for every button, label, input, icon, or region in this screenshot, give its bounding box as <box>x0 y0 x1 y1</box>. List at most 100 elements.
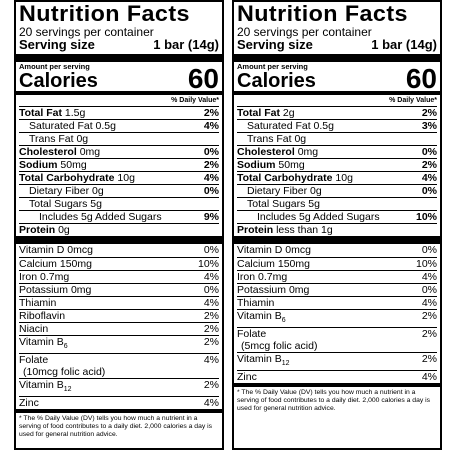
divider-thick <box>234 236 440 244</box>
divider-medium <box>234 91 440 95</box>
nutrient-name: Total Carbohydrate <box>237 172 333 184</box>
vitamin-percent: 2% <box>203 323 219 335</box>
nutrient-percent: 2% <box>203 159 219 171</box>
vitamin-subscript: 12 <box>63 386 72 393</box>
vitamin-percent: 0% <box>203 284 219 296</box>
vitamin-label: Vitamin B <box>19 379 64 391</box>
vitamin-label: Thiamin <box>237 297 275 309</box>
vitamin-row: Thiamin 4% <box>237 296 437 309</box>
nutrient-name: Total Carbohydrate <box>19 172 115 184</box>
nutrient-percent: 10% <box>415 211 437 223</box>
vitamin-percent: 10% <box>197 258 219 270</box>
nutrient-row-saturated-fat: Saturated Fat 0.5g 3% <box>237 119 437 132</box>
nutrient-name: Protein <box>19 224 56 236</box>
nutrient-row-dietary-fiber: Dietary Fiber 0g 0% <box>19 184 219 197</box>
vitamin-label: Iron <box>237 271 256 283</box>
vitamin-label: Potassium <box>19 284 69 296</box>
vitamin-name: Vitamin B6 <box>237 310 286 327</box>
vitamin-percent: 2% <box>421 328 437 340</box>
divider-thick <box>16 236 222 244</box>
vitamin-percent: 2% <box>421 310 437 322</box>
servings-per-container: 20 servings per container <box>237 25 372 39</box>
vitamin-row: Iron 0.7mg 4% <box>19 270 219 283</box>
vitamin-percent: 4% <box>421 371 437 383</box>
nutrient-amount: 10g <box>335 172 353 184</box>
vitamin-percent: 0% <box>421 284 437 296</box>
nutrient-name: Protein <box>237 224 274 236</box>
vitamin-name: Vitamin B12 <box>19 379 72 396</box>
vitamin-row: Zinc 4% <box>19 396 219 409</box>
vitamin-name: Zinc <box>19 397 39 409</box>
nutrient-name: Sodium <box>19 159 58 171</box>
calories-value: 60 <box>187 63 219 94</box>
nutrient-percent: 2% <box>203 107 219 119</box>
vitamin-name: Potassium 0mg <box>237 284 309 296</box>
nutrient-name: Trans Fat <box>29 133 74 145</box>
vitamin-label: Vitamin B <box>19 336 64 348</box>
vitamin-percent: 2% <box>203 379 219 391</box>
nutrient-percent: 2% <box>421 159 437 171</box>
calories-row: Calories 60 <box>19 63 219 94</box>
vitamin-label: Vitamin D <box>19 244 65 256</box>
vitamin-row: Thiamin 4% <box>19 296 219 309</box>
vitamin-name: Calcium 150mg <box>19 258 92 270</box>
nutrient-amount: 0g <box>58 224 70 236</box>
nutrient-name: Sodium <box>237 159 276 171</box>
vitamin-note: (10mcg folic acid) <box>23 366 106 378</box>
nutrient-percent: 3% <box>421 120 437 132</box>
vitamin-label: Zinc <box>19 397 39 409</box>
vitamin-name: Folate (10mcg folic acid) <box>19 354 105 378</box>
amount-per-serving: Amount per serving <box>19 62 90 71</box>
divider-medium <box>234 383 440 387</box>
vitamin-amount: 150mg <box>277 258 310 270</box>
nutrient-percent: 0% <box>203 185 219 197</box>
label-title: Nutrition Facts <box>19 1 190 26</box>
serving-size-label: Serving size <box>237 37 313 52</box>
nutrition-label-right: Nutrition Facts 20 servings per containe… <box>232 0 442 450</box>
added-sugars-text: Includes 5g Added Sugars <box>39 211 162 223</box>
nutrient-percent: 4% <box>203 120 219 132</box>
nutrient-row-dietary-fiber: Dietary Fiber 0g 0% <box>237 184 437 197</box>
vitamin-amount: 0.7mg <box>40 271 70 283</box>
divider-thick <box>234 54 440 62</box>
vitamin-percent: 0% <box>203 244 219 256</box>
vitamin-name: Vitamin B6 <box>19 336 68 353</box>
vitamin-subscript: 12 <box>281 360 290 367</box>
vitamin-name: Folate (5mcg folic acid) <box>237 328 317 352</box>
nutrient-amount: less than 1g <box>276 224 333 236</box>
vitamin-row: Vitamin B12 2% <box>237 352 437 370</box>
vitamin-subscript: 6 <box>281 317 286 324</box>
nutrition-label-left: Nutrition Facts 20 servings per containe… <box>14 0 224 450</box>
nutrient-name: Saturated Fat <box>29 120 93 132</box>
vitamin-note: (5mcg folic acid) <box>241 340 318 352</box>
vitamin-row: Potassium 0mg 0% <box>19 283 219 296</box>
divider-medium <box>16 409 222 413</box>
vitamin-row: Niacin 2% <box>19 322 219 335</box>
vitamin-name: Vitamin D 0mcg <box>237 244 311 257</box>
vitamin-label: Vitamin B <box>237 310 282 322</box>
added-sugars-text: Includes 5g Added Sugars <box>257 211 380 223</box>
nutrient-percent: 9% <box>203 211 219 223</box>
nutrient-name: Cholesterol <box>237 146 295 158</box>
daily-value-header: % Daily Value* <box>389 97 437 104</box>
nutrient-amount: 0.5g <box>313 120 334 132</box>
nutrient-row-added-sugars: Includes 5g Added Sugars 9% <box>19 210 219 223</box>
vitamin-amount: 0mg <box>288 284 310 296</box>
nutrient-row-sodium: Sodium 50mg 2% <box>19 158 219 171</box>
amount-per-serving: Amount per serving <box>237 62 308 71</box>
calories-label: Calories <box>19 70 98 92</box>
nutrient-row-total-carbohydrate: Total Carbohydrate 10g 4% <box>19 171 219 184</box>
nutrient-row-cholesterol: Cholesterol 0mg 0% <box>19 145 219 158</box>
vitamin-row: Vitamin B12 2% <box>19 378 219 396</box>
nutrient-amount: 5g <box>90 198 102 210</box>
nutrient-amount: 0.5g <box>95 120 116 132</box>
calories-value: 60 <box>405 63 437 94</box>
nutrient-name: Total Sugars <box>247 198 306 210</box>
divider-thick <box>16 54 222 62</box>
calories-row: Calories 60 <box>237 63 437 94</box>
vitamin-row: Zinc 4% <box>237 370 437 383</box>
vitamin-row: Calcium 150mg 10% <box>237 257 437 270</box>
vitamin-percent: 0% <box>421 244 437 256</box>
vitamin-row: Folate (5mcg folic acid) 2% <box>237 327 437 352</box>
vitamin-label: Thiamin <box>19 297 57 309</box>
